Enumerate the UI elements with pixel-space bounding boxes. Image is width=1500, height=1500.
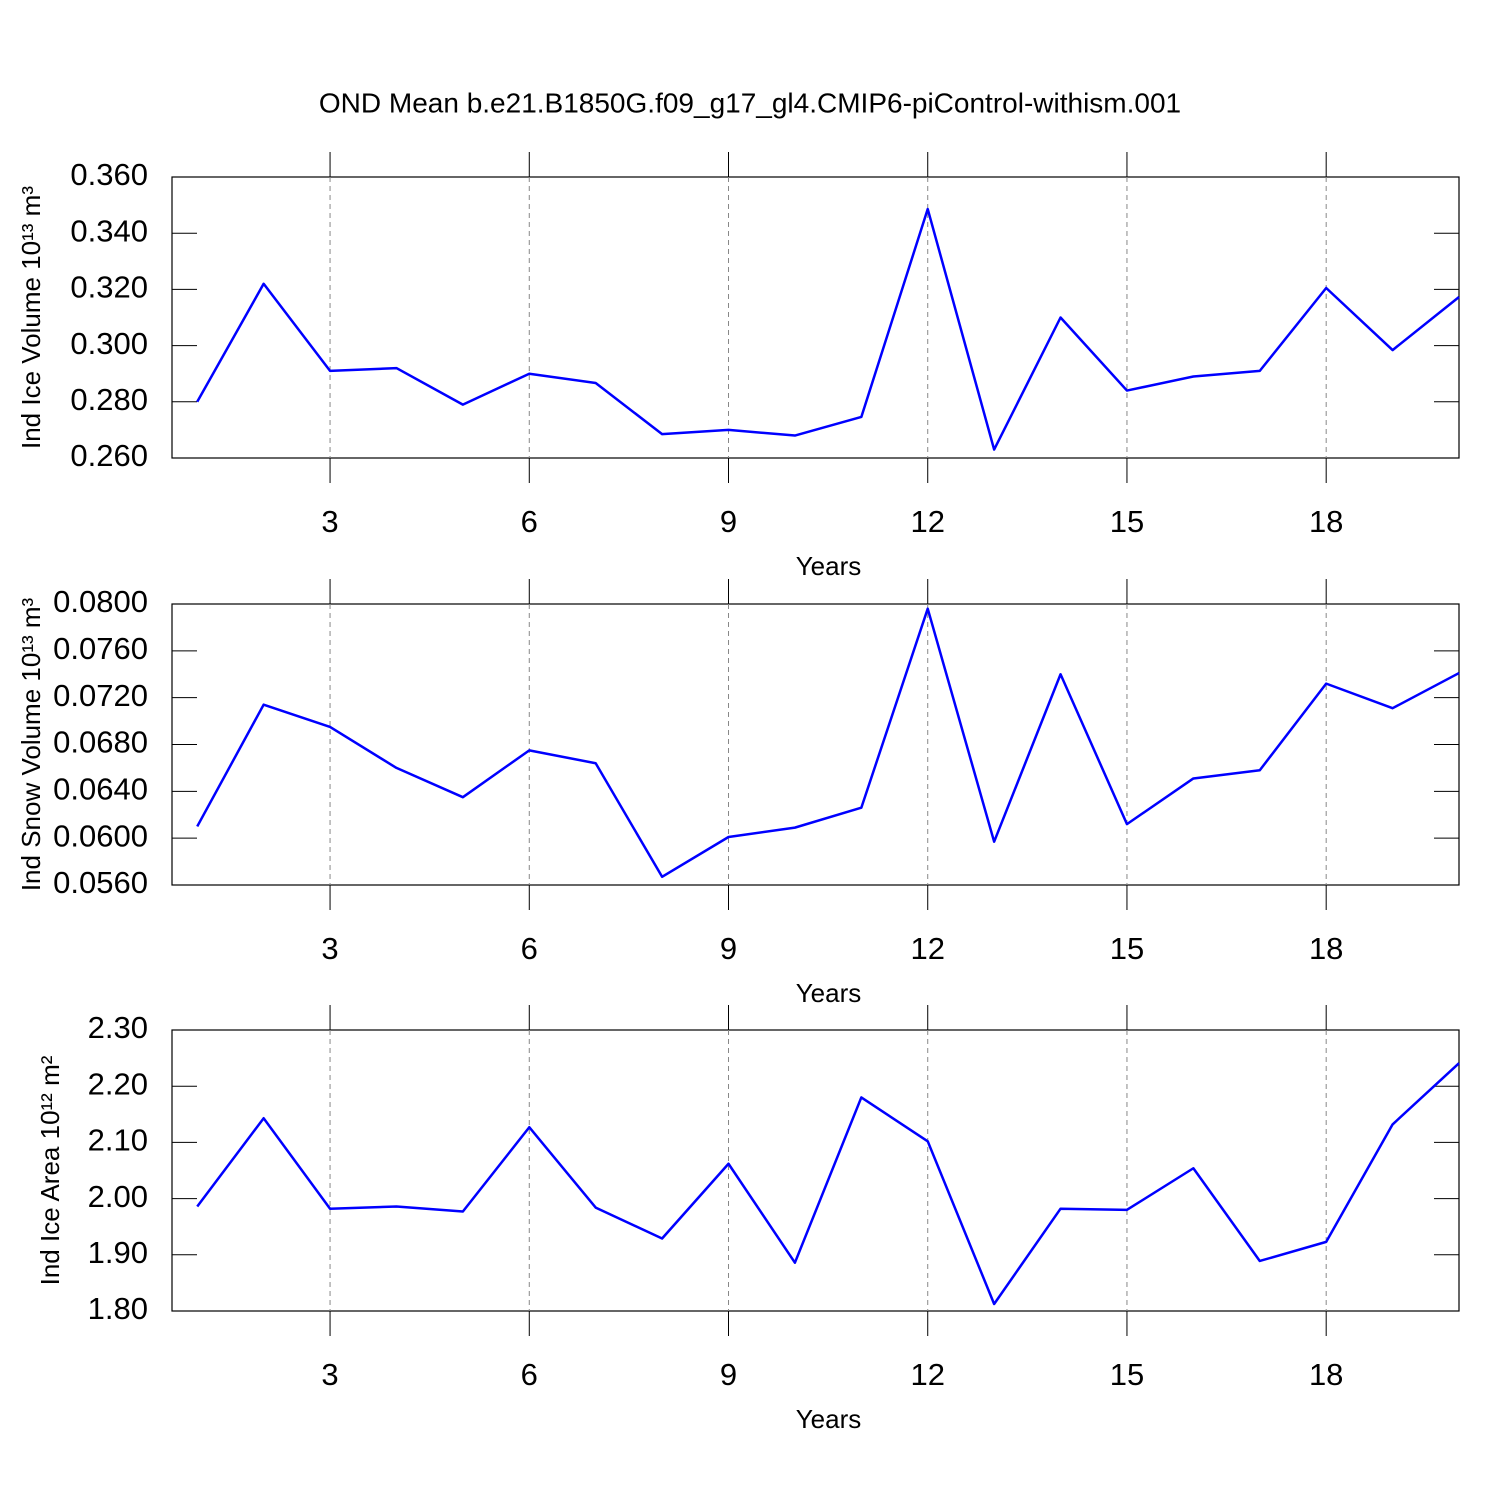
x-tick-label: 12 <box>910 504 944 539</box>
x-tick-label: 18 <box>1309 931 1343 966</box>
data-line <box>196 607 1460 879</box>
x-axis-label: Years <box>796 1404 862 1434</box>
y-tick-label: 2.00 <box>88 1179 148 1214</box>
x-tick-label: 3 <box>321 931 338 966</box>
y-axis-label: Ind Ice Volume 10¹³ m³ <box>16 186 46 449</box>
y-axis-label: Ind Snow Volume 10¹³ m³ <box>16 597 46 891</box>
data-line <box>196 207 1460 451</box>
data-line <box>196 1062 1460 1306</box>
x-axis-label: Years <box>796 978 862 1008</box>
x-tick-label: 15 <box>1110 504 1144 539</box>
y-tick-label: 0.360 <box>70 157 148 192</box>
y-tick-label: 0.0800 <box>53 584 148 619</box>
x-tick-label: 3 <box>321 504 338 539</box>
chart-title: OND Mean b.e21.B1850G.f09_g17_gl4.CMIP6-… <box>319 87 1181 118</box>
y-axis-label: Ind Ice Area 10¹² m² <box>35 1055 65 1285</box>
y-tick-label: 0.0600 <box>53 818 148 853</box>
y-tick-label: 0.340 <box>70 213 148 248</box>
x-tick-label: 18 <box>1309 504 1343 539</box>
y-tick-label: 2.20 <box>88 1066 148 1101</box>
x-tick-label: 6 <box>521 1357 538 1392</box>
x-tick-label: 9 <box>720 931 737 966</box>
y-tick-label: 2.10 <box>88 1123 148 1158</box>
plot-frame <box>171 1029 1460 1312</box>
y-tick-label: 0.280 <box>70 382 148 417</box>
y-tick-label: 2.30 <box>88 1010 148 1045</box>
x-tick-label: 12 <box>910 931 944 966</box>
y-tick-label: 0.300 <box>70 326 148 361</box>
plot-frame <box>171 603 1460 886</box>
x-tick-label: 9 <box>720 1357 737 1392</box>
y-tick-label: 0.320 <box>70 270 148 305</box>
x-tick-label: 15 <box>1110 1357 1144 1392</box>
x-tick-label: 3 <box>321 1357 338 1392</box>
x-tick-label: 9 <box>720 504 737 539</box>
y-tick-label: 0.0760 <box>53 631 148 666</box>
y-tick-label: 0.0680 <box>53 725 148 760</box>
x-tick-label: 15 <box>1110 931 1144 966</box>
y-tick-label: 1.90 <box>88 1235 148 1270</box>
y-tick-label: 0.0720 <box>53 678 148 713</box>
x-tick-label: 18 <box>1309 1357 1343 1392</box>
x-tick-label: 12 <box>910 1357 944 1392</box>
y-tick-label: 0.0640 <box>53 772 148 807</box>
y-tick-label: 0.260 <box>70 438 148 473</box>
plot-frame <box>171 176 1460 459</box>
y-tick-label: 1.80 <box>88 1291 148 1326</box>
x-tick-label: 6 <box>521 504 538 539</box>
x-tick-label: 6 <box>521 931 538 966</box>
y-tick-label: 0.0560 <box>53 865 148 900</box>
x-axis-label: Years <box>796 551 862 581</box>
